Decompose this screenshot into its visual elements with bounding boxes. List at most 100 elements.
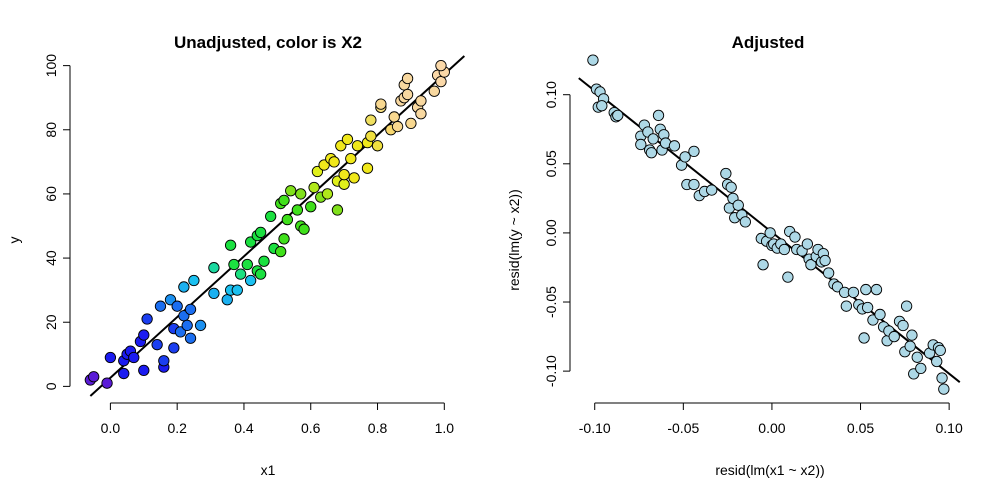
data-point — [194, 319, 207, 332]
data-point — [265, 210, 277, 223]
x-axis-label: x1 — [261, 462, 276, 478]
y-tick-label: 100 — [43, 54, 59, 78]
x-tick-label: -0.05 — [667, 420, 699, 436]
data-point — [258, 255, 270, 267]
x-tick-label: 0.6 — [301, 420, 321, 436]
data-point — [278, 194, 290, 206]
y-tick-label: 0.10 — [543, 81, 559, 108]
data-point — [936, 372, 948, 384]
data-point — [104, 351, 117, 364]
data-point — [298, 223, 310, 235]
data-point — [338, 169, 350, 181]
data-point — [331, 204, 344, 216]
data-point — [184, 303, 197, 316]
data-point — [739, 216, 751, 228]
data-point — [295, 188, 307, 200]
data-point — [348, 172, 360, 184]
x-tick-label: 0.4 — [234, 420, 254, 436]
y-tick-label: 40 — [43, 250, 59, 266]
data-point — [158, 355, 170, 367]
data-point — [415, 95, 427, 107]
data-point — [244, 274, 257, 287]
data-point — [241, 258, 253, 271]
panel-unadjusted: Unadjusted, color is X2 0 20 40 60 80 100 0.0… — [6, 33, 466, 478]
y-tick-label: -0.10 — [543, 355, 559, 387]
data-point — [435, 76, 447, 88]
data-point — [275, 246, 287, 258]
data-point — [255, 268, 267, 280]
data-point — [415, 108, 427, 120]
data-point — [647, 133, 659, 145]
data-point — [931, 355, 943, 368]
data-point — [291, 204, 304, 216]
x-tick-label: -0.10 — [579, 420, 611, 436]
data-point — [401, 88, 414, 101]
data-point — [388, 111, 400, 123]
data-point — [870, 283, 883, 296]
data-point — [128, 351, 140, 364]
x-tick-label: 0.10 — [936, 420, 963, 436]
panel-adjusted: Adjusted -0.10-0.050.000.050.10 -0.10 -0.… — [506, 33, 963, 478]
data-point — [345, 152, 357, 165]
data-point — [938, 383, 950, 395]
data-point — [860, 283, 872, 296]
data-point — [725, 181, 737, 193]
y-axis-label: resid(lm(y ~ x2)) — [506, 189, 522, 291]
data-point — [208, 287, 220, 300]
data-point — [587, 54, 599, 66]
fit-line — [89, 55, 466, 397]
data-point — [858, 332, 870, 344]
y-axis: 0 20 40 60 80 100 — [43, 54, 71, 390]
data-point — [154, 300, 167, 312]
data-point — [688, 178, 700, 191]
data-point — [688, 145, 700, 158]
data-point — [278, 233, 290, 245]
data-point — [764, 227, 776, 239]
x-tick-label: 0.05 — [847, 420, 874, 436]
data-point — [168, 342, 180, 354]
data-point — [321, 188, 334, 200]
data-point — [228, 258, 240, 271]
data-point — [181, 319, 193, 332]
data-point — [612, 109, 624, 122]
data-point — [635, 138, 647, 151]
data-point — [782, 271, 794, 283]
data-point — [281, 213, 294, 226]
x-axis: -0.10 -0.05 0.00 0.05 0.10 — [579, 402, 963, 436]
x-tick-label: 1.0 — [435, 420, 455, 436]
data-point — [365, 130, 377, 142]
x-axis-label: resid(lm(x1 ~ x2)) — [715, 462, 824, 478]
data-point — [171, 300, 183, 312]
data-point — [208, 262, 220, 274]
chart-title: Unadjusted, color is X2 — [174, 33, 362, 52]
data-point — [308, 181, 320, 194]
data-point — [900, 300, 913, 312]
data-point — [435, 59, 447, 72]
chart-title: Adjusted — [732, 33, 805, 52]
data-point — [255, 226, 267, 239]
points-layer — [587, 54, 950, 395]
data-point — [822, 267, 835, 279]
y-tick-label: 60 — [43, 186, 59, 202]
data-point — [141, 313, 153, 325]
data-point — [596, 100, 608, 112]
y-tick-label: 20 — [43, 314, 59, 330]
data-point — [652, 109, 665, 122]
data-point — [801, 238, 814, 250]
data-point — [351, 140, 364, 152]
data-point — [789, 231, 801, 243]
data-point — [328, 156, 340, 168]
data-point — [401, 72, 414, 85]
data-point — [361, 162, 374, 174]
data-point — [375, 98, 387, 110]
data-point — [338, 178, 350, 190]
data-point — [778, 243, 790, 256]
y-axis: -0.10 -0.05 0.00 0.05 0.10 — [543, 81, 571, 387]
data-point — [861, 301, 874, 314]
data-point — [668, 140, 681, 152]
data-point — [805, 259, 817, 271]
y-tick-label: 0.00 — [543, 219, 559, 246]
data-point — [679, 151, 691, 163]
data-point — [934, 344, 946, 357]
